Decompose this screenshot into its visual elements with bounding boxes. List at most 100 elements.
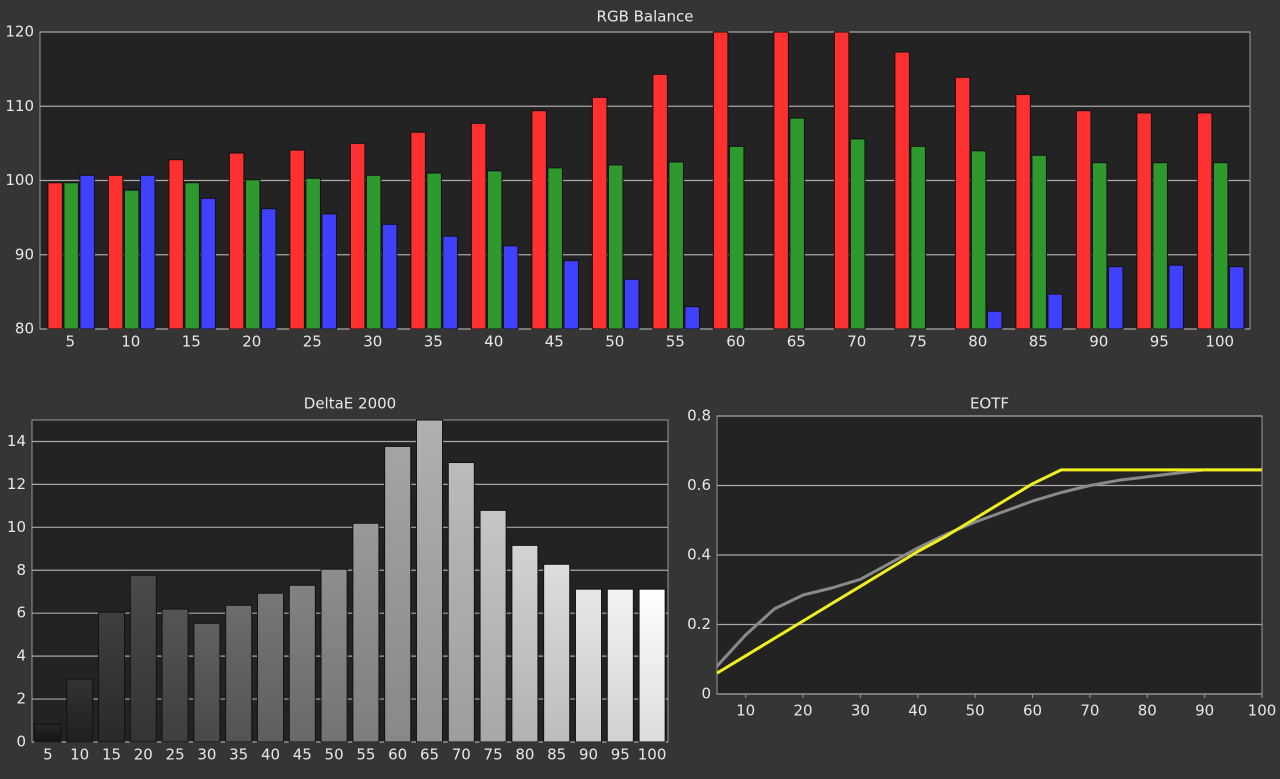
y-tick-label: 14 [7,432,26,450]
x-tick-label: 75 [908,333,927,351]
bar [63,182,79,330]
bar [1047,293,1063,330]
x-tick-label: 20 [242,333,261,351]
bar [607,164,624,330]
bar [305,177,321,330]
x-tick-label: 35 [424,333,443,351]
y-tick-label: 0.2 [687,615,711,633]
y-tick-label: 120 [5,23,34,41]
bar [511,544,539,743]
bar [107,174,124,330]
y-tick-label: 0.4 [687,546,711,564]
x-tick-label: 95 [1150,333,1169,351]
bar [426,172,442,330]
x-tick-label: 80 [1138,702,1157,720]
bar [321,213,337,330]
bar [606,588,634,743]
x-tick-label: 65 [420,746,439,764]
bar [34,723,62,743]
y-tick-label: 10 [7,518,26,536]
x-tick-label: 25 [166,746,185,764]
bar [531,110,547,330]
y-tick-label: 0 [16,733,26,751]
x-tick-label: 40 [484,333,503,351]
bar [970,150,987,330]
bar [256,592,285,743]
bar [543,563,571,743]
bar [168,159,184,330]
bar [1228,266,1245,330]
line [715,468,1262,668]
x-tick-label: 80 [515,746,534,764]
y-tick-label: 8 [16,561,26,579]
x-tick-label: 70 [1080,702,1099,720]
x-tick-label: 40 [261,746,280,764]
x-tick-label: 50 [325,746,344,764]
bar [123,189,140,330]
bar [193,622,221,743]
bar [591,96,608,330]
bar [349,142,366,330]
bar [486,170,503,330]
bar [415,419,444,743]
x-tick-label: 100 [638,746,667,764]
x-tick-label: 5 [65,333,75,351]
plot-area [31,419,669,743]
x-tick-label: 50 [966,702,985,720]
y-tick-label: 12 [7,475,26,493]
x-tick-label: 80 [968,333,987,351]
bar [547,167,563,330]
bar [1136,112,1152,330]
bar [129,574,157,743]
bar [833,31,850,330]
bar [712,31,729,330]
x-tick-label: 90 [1089,333,1108,351]
x-tick-label: 75 [484,746,503,764]
chart-title: DeltaE 2000 [304,395,396,413]
y-tick-label: 0 [701,685,711,703]
bar [244,179,261,330]
bar [1107,266,1124,330]
x-tick-label: 10 [70,746,89,764]
chart-title: EOTF [970,395,1009,413]
x-tick-label: 60 [726,333,745,351]
x-tick-label: 5 [43,746,53,764]
x-tick-label: 50 [605,333,624,351]
x-tick-label: 30 [197,746,216,764]
line [716,468,1262,675]
bar [1091,162,1108,330]
bar [1196,112,1213,330]
y-tick-label: 90 [15,245,34,263]
x-tick-label: 55 [356,746,375,764]
bar [228,152,245,330]
y-tick-label: 100 [5,171,34,189]
y-tick-label: 6 [16,604,26,622]
x-tick-label: 85 [547,746,566,764]
bar [574,588,603,743]
bar [288,584,316,743]
bar [289,149,305,330]
bar [200,197,216,330]
bar [447,462,475,743]
x-tick-label: 65 [787,333,806,351]
x-tick-label: 100 [1205,333,1234,351]
bar [184,182,200,330]
x-tick-label: 85 [1029,333,1048,351]
bar [1015,93,1031,330]
bar [1212,162,1229,330]
chart-title: RGB Balance [597,8,694,26]
bar [47,182,63,330]
x-tick-label: 35 [229,746,248,764]
x-tick-label: 10 [121,333,140,351]
x-tick-label: 15 [182,333,201,351]
bar [728,145,745,330]
bar [384,445,412,743]
bar [381,223,398,330]
x-tick-label: 40 [908,702,927,720]
bar [789,117,805,330]
bar [1075,110,1092,330]
bar [986,310,1003,330]
bar [410,131,426,330]
x-tick-label: 100 [1248,702,1277,720]
bar [1168,264,1184,330]
